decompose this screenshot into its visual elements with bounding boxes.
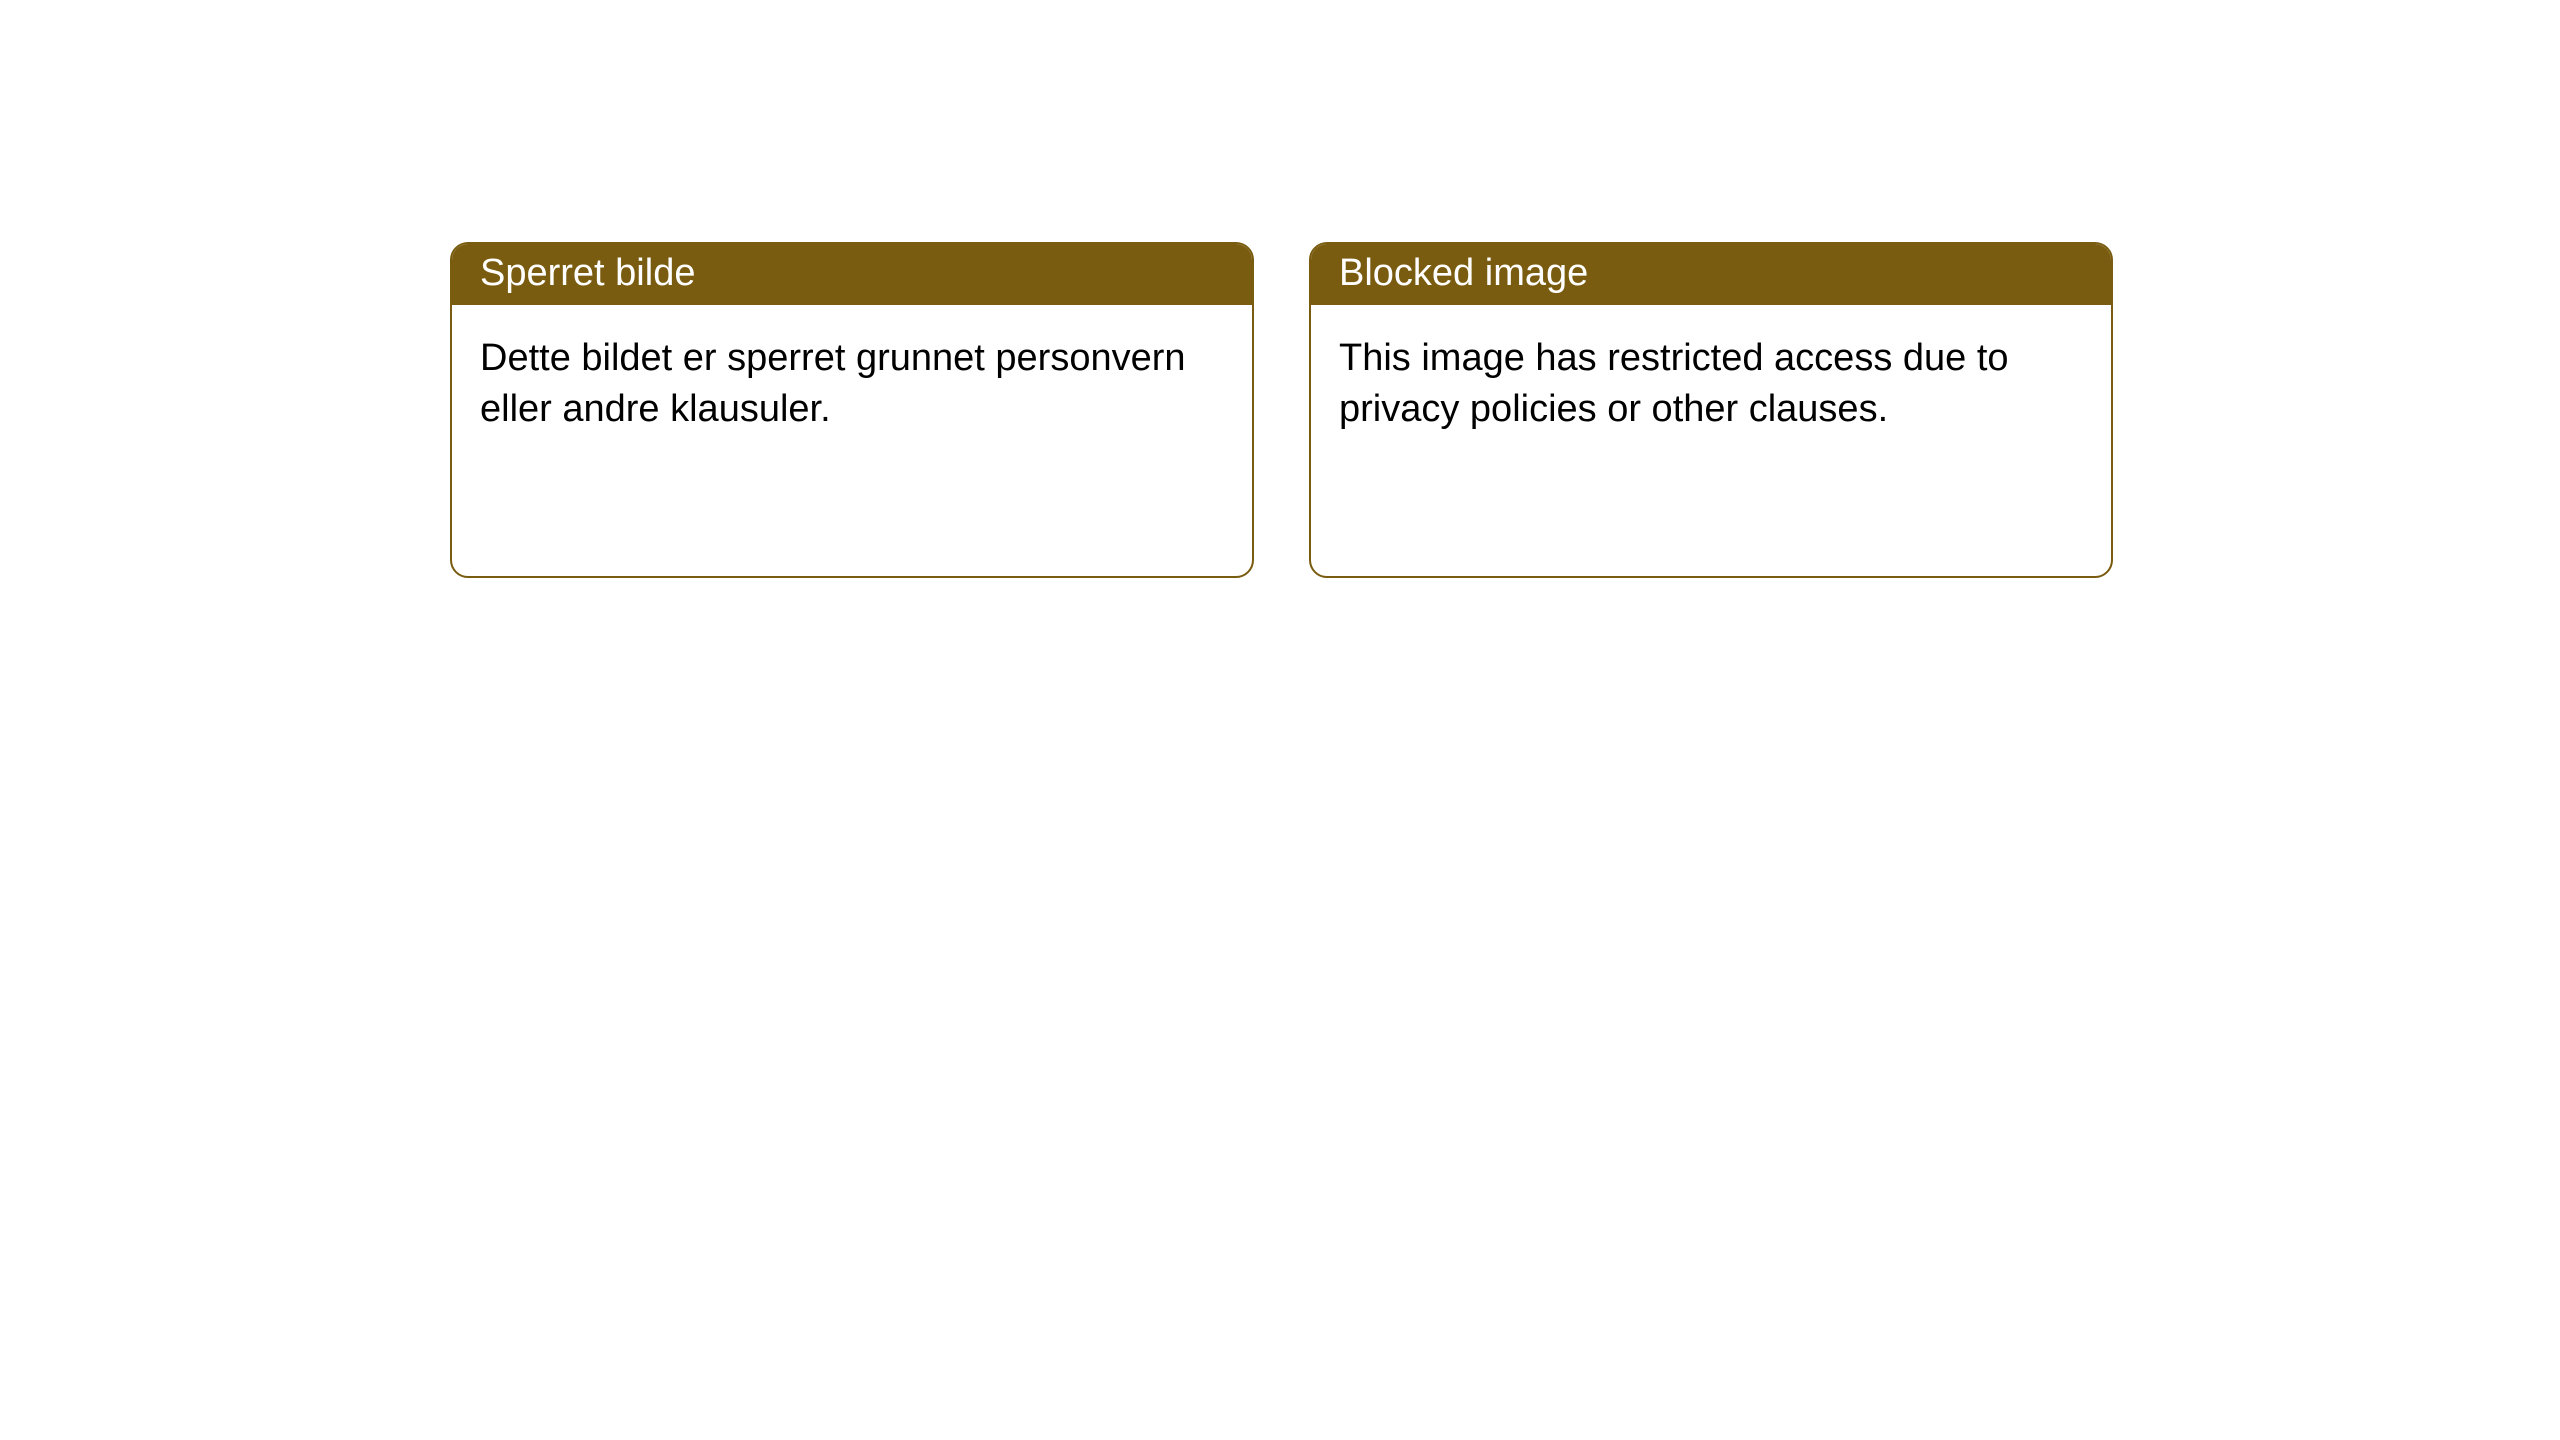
notice-header: Blocked image: [1311, 244, 2111, 305]
notice-body: Dette bildet er sperret grunnet personve…: [452, 305, 1252, 436]
notice-card-english: Blocked image This image has restricted …: [1309, 242, 2113, 578]
notice-container: Sperret bilde Dette bildet er sperret gr…: [450, 242, 2113, 578]
notice-body: This image has restricted access due to …: [1311, 305, 2111, 436]
notice-header: Sperret bilde: [452, 244, 1252, 305]
notice-card-norwegian: Sperret bilde Dette bildet er sperret gr…: [450, 242, 1254, 578]
